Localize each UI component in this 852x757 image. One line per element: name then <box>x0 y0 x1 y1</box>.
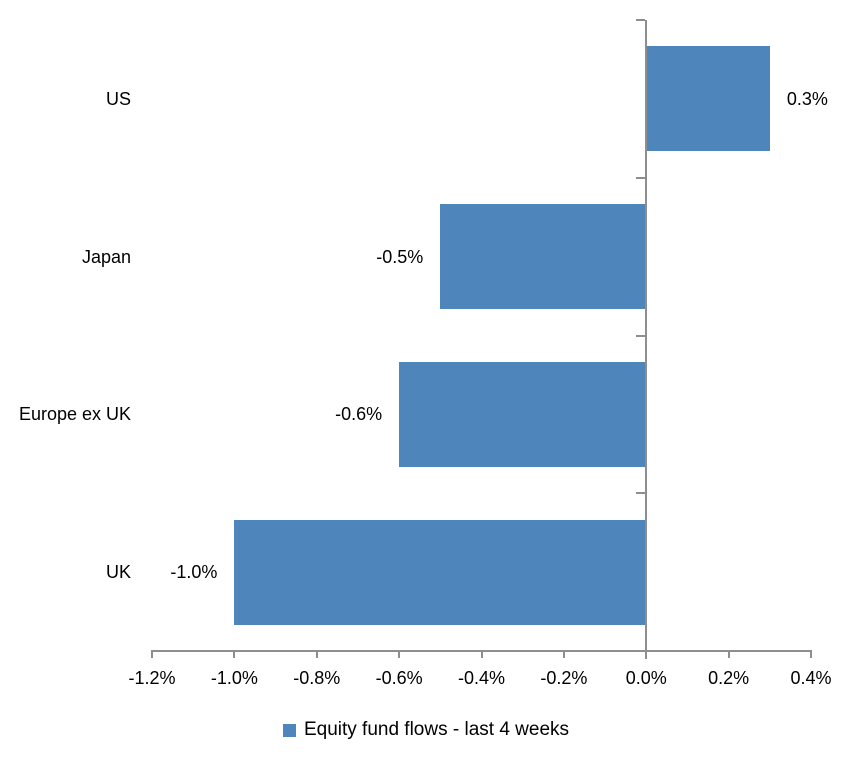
x-tick-label-1: -1.0% <box>210 668 258 688</box>
legend-marker-square <box>282 723 296 737</box>
category-boundary-tick-0 <box>636 19 646 21</box>
legend: Equity fund flows - last 4 weeks <box>0 718 852 742</box>
category-label-japan: Japan <box>81 246 131 267</box>
bar-us <box>646 46 770 152</box>
x-tick--1.0 <box>233 651 236 658</box>
x-tick-label-0: -1.2% <box>128 668 176 688</box>
data-label-europe-ex-uk: -0.6% <box>335 404 383 425</box>
category-label-europe-ex-uk: Europe ex UK <box>18 404 131 425</box>
x-tick-0.2 <box>727 651 730 658</box>
x-tick--1.2 <box>151 651 153 658</box>
x-tick-label-2: -0.8% <box>293 668 341 688</box>
category-boundary-tick-3 <box>636 492 646 495</box>
category-boundary-tick-2 <box>636 334 646 337</box>
y-axis-zero-line <box>645 20 648 659</box>
x-tick--0.8 <box>315 651 318 658</box>
data-label-uk: -1.0% <box>170 562 218 583</box>
x-tick-label-4: -0.4% <box>457 668 506 688</box>
x-tick-0.0 <box>645 651 648 658</box>
category-boundary-tick-1 <box>636 176 646 179</box>
category-label-uk: UK <box>105 562 131 583</box>
x-tick--0.2 <box>562 651 565 658</box>
category-label-us: US <box>105 88 131 109</box>
x-tick-label-3: -0.6% <box>375 668 423 688</box>
bar-europe-ex-uk <box>399 361 647 467</box>
x-tick--0.6 <box>398 651 401 658</box>
x-tick-label-5: -0.2% <box>540 668 588 688</box>
data-label-us: 0.3% <box>786 88 828 109</box>
x-tick-label-7: 0.2% <box>708 668 750 688</box>
bar-uk <box>234 519 647 625</box>
data-label-japan: -0.5% <box>376 246 424 267</box>
category-boundary-tick-4 <box>636 650 646 652</box>
x-tick-0.4 <box>810 651 812 658</box>
x-tick--0.4 <box>480 651 483 658</box>
legend-series-label: Equity fund flows - last 4 weeks <box>303 719 570 740</box>
x-tick-label-8: 0.4% <box>790 668 832 688</box>
x-tick-label-6: 0.0% <box>625 668 667 688</box>
bar-japan <box>440 204 647 310</box>
